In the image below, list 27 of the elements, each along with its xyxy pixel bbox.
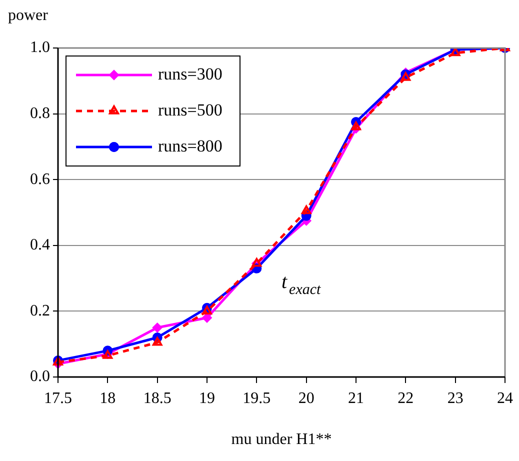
- x-tick-label: 17.5: [44, 390, 72, 407]
- x-tick-label: 20: [298, 390, 314, 407]
- x-tick-label: 19: [199, 390, 215, 407]
- x-tick-label: 22: [398, 390, 414, 407]
- y-tick-label: 0.2: [30, 302, 50, 320]
- y-tick-label: 0.4: [30, 236, 50, 254]
- y-tick-label: 0.6: [30, 170, 50, 188]
- x-tick-label: 23: [447, 390, 464, 407]
- y-tick-label: 0.8: [30, 105, 50, 122]
- point: [351, 121, 361, 130]
- x-tick-label: 18: [100, 390, 116, 407]
- point: [301, 205, 312, 214]
- legend-label: runs=300: [158, 64, 222, 84]
- point: [152, 322, 162, 333]
- legend-label: runs=800: [158, 136, 222, 156]
- y-tick-label: 0.0: [30, 368, 50, 386]
- x-tick-label: 18.5: [143, 390, 172, 407]
- legend-label: runs=500: [158, 100, 222, 120]
- y-axis-title: power: [8, 7, 49, 24]
- point: [152, 336, 162, 346]
- y-tick-label: 1.0: [30, 39, 50, 56]
- x-tick-label: 21: [348, 390, 364, 407]
- point: [400, 72, 411, 81]
- x-tick-label: 24: [497, 390, 513, 407]
- point: [202, 306, 212, 314]
- x-axis-title: mu under H1**: [231, 431, 332, 448]
- x-tick-label: 19.5: [242, 390, 271, 407]
